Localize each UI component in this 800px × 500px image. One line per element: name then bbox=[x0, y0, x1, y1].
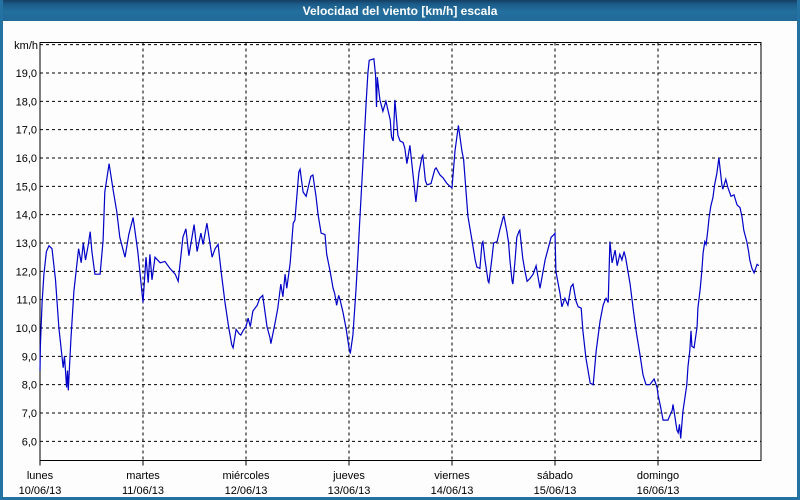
wind-speed-line bbox=[39, 58, 760, 439]
y-axis-tick-label: 16,0 bbox=[16, 153, 37, 165]
y-axis-tick-label: 15,0 bbox=[16, 181, 37, 193]
y-axis-tick-label: 14,0 bbox=[16, 210, 37, 222]
x-axis-day-label: miércoles bbox=[222, 470, 270, 482]
y-unit-label: km/h bbox=[14, 40, 38, 52]
axis-tick-layer bbox=[39, 460, 659, 466]
x-axis-day-label: sábado bbox=[537, 470, 573, 482]
x-axis-date-label: 16/06/13 bbox=[637, 485, 680, 497]
x-axis-day-label: viernes bbox=[434, 470, 470, 482]
y-axis-tick-label: 17,0 bbox=[16, 125, 37, 137]
y-axis-tick-label: 12,0 bbox=[16, 266, 37, 278]
x-axis-date-label: 14/06/13 bbox=[431, 485, 474, 497]
x-axis-day-label: jueves bbox=[332, 470, 365, 482]
window-titlebar: Velocidad del viento [km/h] escala bbox=[3, 0, 797, 21]
x-axis-date-label: 13/06/13 bbox=[328, 485, 371, 497]
grid-layer bbox=[40, 42, 761, 461]
x-axis-day-label: martes bbox=[126, 470, 160, 482]
axis-label-layer: 19,0 18,0 17,0 16,0 15,0 14,0 13,0 12,0 11,0 10,0… bbox=[16, 68, 680, 497]
x-axis-date-label: 11/06/13 bbox=[122, 485, 164, 497]
x-axis-day-label: domingo bbox=[637, 470, 679, 482]
x-axis-day-label: lunes bbox=[27, 470, 54, 482]
y-axis-tick-label: 18,0 bbox=[16, 96, 37, 108]
y-axis-tick-label: 6,0 bbox=[22, 436, 37, 448]
x-axis-date-label: 12/06/13 bbox=[225, 485, 268, 497]
y-axis-tick-label: 9,0 bbox=[22, 351, 37, 363]
y-axis-tick-label: 7,0 bbox=[22, 408, 37, 420]
y-axis-tick-label: 19,0 bbox=[16, 68, 37, 80]
x-axis-date-label: 15/06/13 bbox=[534, 485, 577, 497]
x-axis-date-label: 10/06/13 bbox=[19, 485, 62, 497]
y-axis-tick-label: 10,0 bbox=[16, 323, 37, 335]
plot-border bbox=[39, 42, 762, 461]
y-axis-tick-label: 11,0 bbox=[16, 295, 37, 307]
y-axis-tick-label: 13,0 bbox=[16, 238, 37, 250]
window-title: Velocidad del viento [km/h] escala bbox=[302, 3, 498, 18]
y-axis-tick-label: 8,0 bbox=[22, 380, 37, 392]
